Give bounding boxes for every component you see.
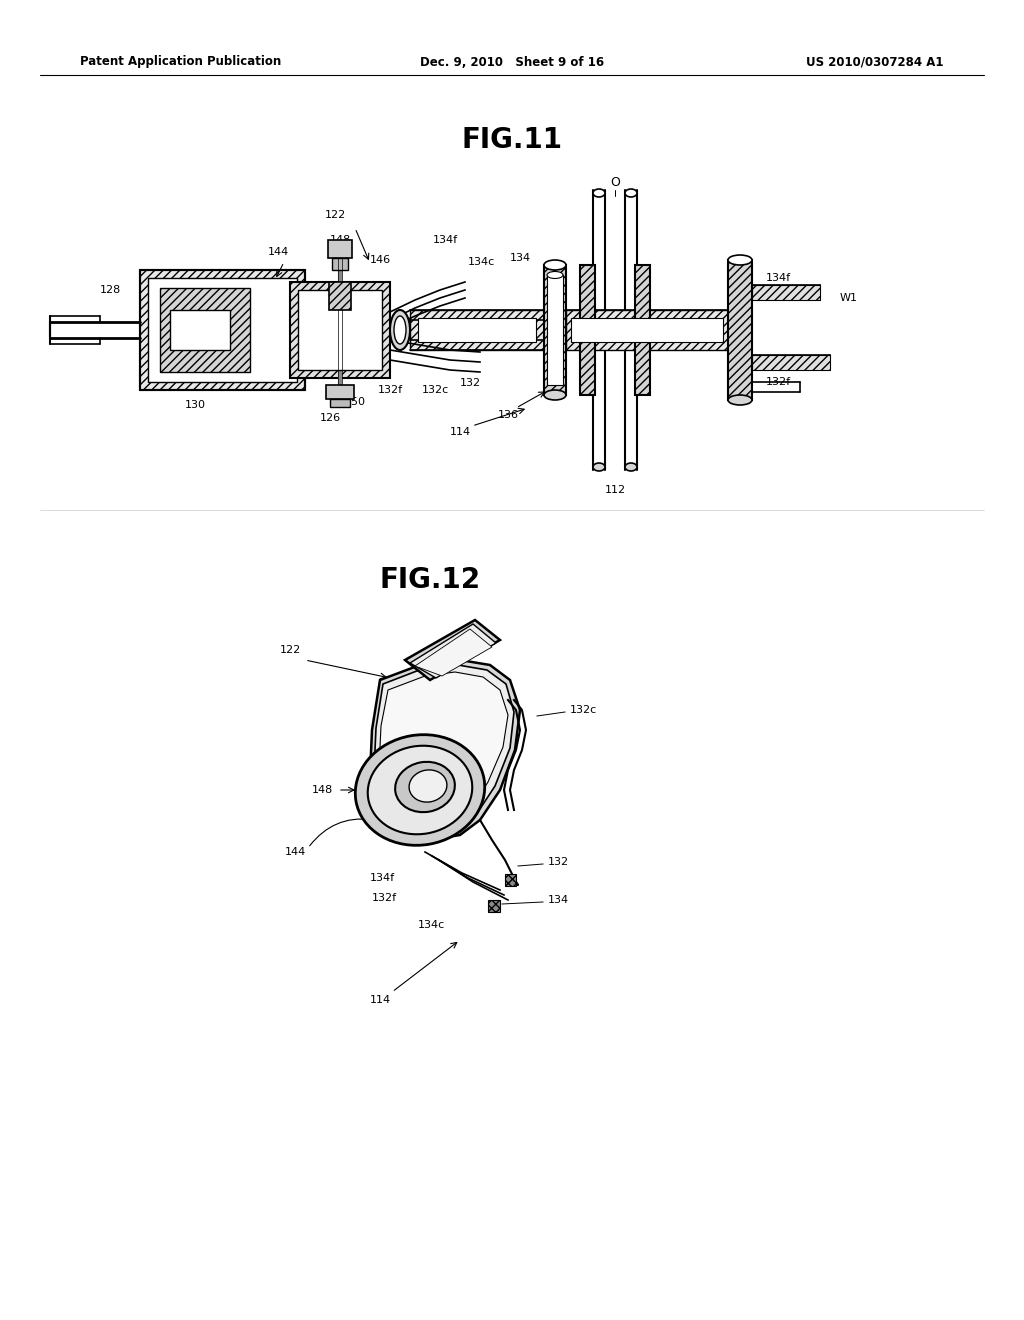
Text: 148: 148: [330, 235, 350, 246]
Bar: [571, 318, 723, 342]
Ellipse shape: [625, 463, 637, 471]
Text: 114: 114: [370, 995, 390, 1005]
Text: 134: 134: [510, 253, 531, 263]
Bar: [728, 260, 752, 400]
Ellipse shape: [728, 255, 752, 265]
Bar: [170, 310, 230, 350]
Ellipse shape: [395, 762, 455, 812]
Ellipse shape: [544, 260, 566, 271]
Polygon shape: [374, 665, 514, 834]
Text: 132c: 132c: [570, 705, 597, 715]
Text: O: O: [610, 176, 620, 189]
Bar: [332, 257, 348, 271]
Text: 132f: 132f: [372, 894, 397, 903]
Ellipse shape: [593, 189, 605, 197]
Ellipse shape: [355, 735, 484, 845]
Text: 128: 128: [99, 285, 121, 294]
Text: 126: 126: [319, 413, 341, 422]
Text: 132: 132: [548, 857, 569, 867]
Bar: [547, 275, 563, 385]
Bar: [330, 399, 350, 407]
Text: US 2010/0307284 A1: US 2010/0307284 A1: [807, 55, 944, 69]
Polygon shape: [406, 620, 500, 680]
Text: 122: 122: [280, 645, 301, 655]
Ellipse shape: [593, 463, 605, 471]
Bar: [566, 310, 728, 350]
Ellipse shape: [728, 395, 752, 405]
Text: 146: 146: [370, 255, 390, 265]
Text: 114: 114: [450, 426, 471, 437]
Text: Patent Application Publication: Patent Application Publication: [80, 55, 282, 69]
Bar: [752, 355, 830, 370]
Text: 132f: 132f: [765, 378, 791, 387]
Text: 134f: 134f: [370, 873, 395, 883]
Polygon shape: [505, 874, 516, 886]
Bar: [580, 265, 595, 395]
Bar: [635, 265, 650, 395]
Ellipse shape: [547, 272, 563, 279]
Text: W1: W1: [840, 293, 858, 304]
Ellipse shape: [390, 310, 410, 350]
Text: 134c: 134c: [418, 920, 445, 931]
Bar: [326, 385, 354, 399]
Polygon shape: [379, 672, 508, 828]
Text: 130: 130: [184, 400, 206, 411]
Text: FIG.12: FIG.12: [380, 566, 480, 594]
Bar: [290, 282, 390, 378]
Text: 134: 134: [548, 895, 569, 906]
Polygon shape: [415, 630, 492, 676]
Bar: [544, 265, 566, 395]
Text: 144: 144: [285, 847, 305, 857]
Text: 134f: 134f: [432, 235, 458, 246]
Text: 112: 112: [604, 484, 626, 495]
Bar: [418, 318, 536, 342]
Bar: [329, 282, 351, 310]
Ellipse shape: [394, 315, 406, 345]
Bar: [410, 310, 544, 350]
Polygon shape: [488, 900, 500, 912]
Polygon shape: [370, 660, 520, 840]
Bar: [328, 240, 352, 257]
Bar: [148, 279, 297, 381]
Ellipse shape: [368, 746, 472, 834]
Text: 132: 132: [460, 378, 480, 388]
Text: 134c: 134c: [468, 257, 495, 267]
Ellipse shape: [625, 189, 637, 197]
Text: Dec. 9, 2010   Sheet 9 of 16: Dec. 9, 2010 Sheet 9 of 16: [420, 55, 604, 69]
Text: 144: 144: [267, 247, 289, 257]
Polygon shape: [410, 624, 496, 678]
Text: 134f: 134f: [765, 273, 791, 282]
Text: 136: 136: [498, 411, 518, 420]
Text: FIG.11: FIG.11: [462, 125, 562, 154]
Bar: [752, 285, 820, 300]
Bar: [140, 271, 305, 389]
Text: 132c: 132c: [421, 385, 449, 395]
Ellipse shape: [409, 770, 446, 803]
Text: 150: 150: [344, 397, 366, 407]
Ellipse shape: [544, 389, 566, 400]
Text: 122: 122: [325, 210, 346, 220]
Text: 132f: 132f: [378, 385, 402, 395]
Bar: [160, 288, 250, 372]
Text: 148: 148: [311, 785, 333, 795]
Bar: [298, 290, 382, 370]
